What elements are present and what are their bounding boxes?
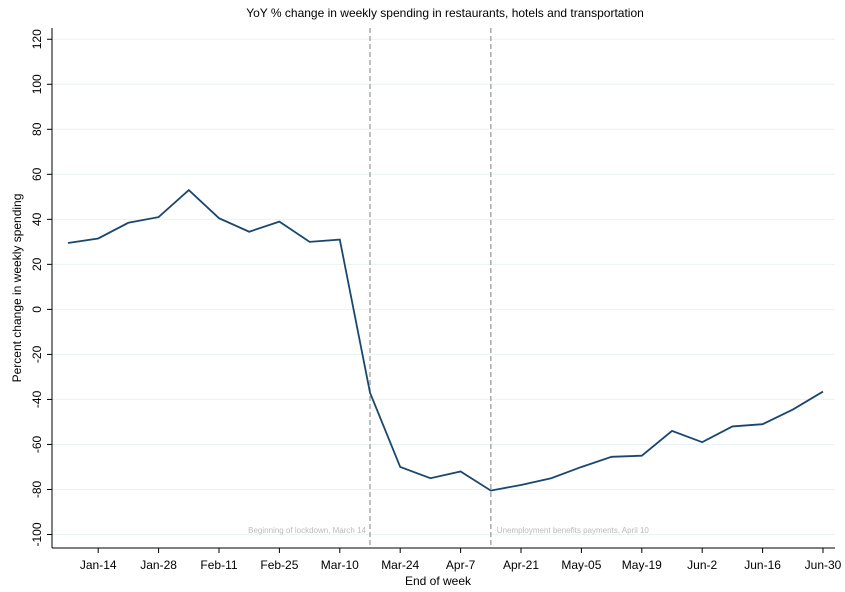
x-tick-label: Mar-10: [321, 558, 359, 572]
y-tick-label: 0: [30, 306, 44, 313]
y-tick-label: -80: [30, 480, 44, 498]
y-tick-label: 20: [30, 257, 44, 271]
y-tick-label: 60: [30, 167, 44, 181]
y-tick-label: 40: [30, 212, 44, 226]
x-tick-label: Feb-11: [200, 558, 237, 572]
y-tick-label: 120: [30, 29, 44, 49]
x-tick-label: Jun-16: [744, 558, 781, 572]
y-tick-label: -40: [30, 390, 44, 408]
y-tick-label: 100: [30, 74, 44, 94]
x-axis-label: End of week: [405, 574, 472, 588]
x-tick-label: Jan-14: [80, 558, 117, 572]
x-tick-label: Feb-25: [260, 558, 298, 572]
x-tick-label: Jun-2: [687, 558, 717, 572]
x-tick-label: Jan-28: [140, 558, 177, 572]
x-tick-label: Apr-21: [503, 558, 539, 572]
x-tick-label: May-05: [561, 558, 601, 572]
data-line: [67, 188, 824, 492]
x-tick-label: Mar-24: [381, 558, 419, 572]
event-label: Unemployment benefits payments, April 10: [497, 526, 650, 535]
chart-title: YoY % change in weekly spending in resta…: [246, 6, 644, 20]
x-tick-label: Jun-30: [805, 558, 842, 572]
x-tick-label: Apr-7: [446, 558, 476, 572]
y-tick-label: -20: [30, 345, 44, 363]
y-axis-label: Percent change in weekly spending: [10, 194, 24, 383]
event-label: Beginning of lockdown, March 14: [248, 526, 366, 535]
y-tick-label: -60: [30, 435, 44, 453]
y-tick-label: -100: [30, 522, 44, 546]
y-tick-label: 80: [30, 122, 44, 136]
x-tick-label: May-19: [622, 558, 662, 572]
